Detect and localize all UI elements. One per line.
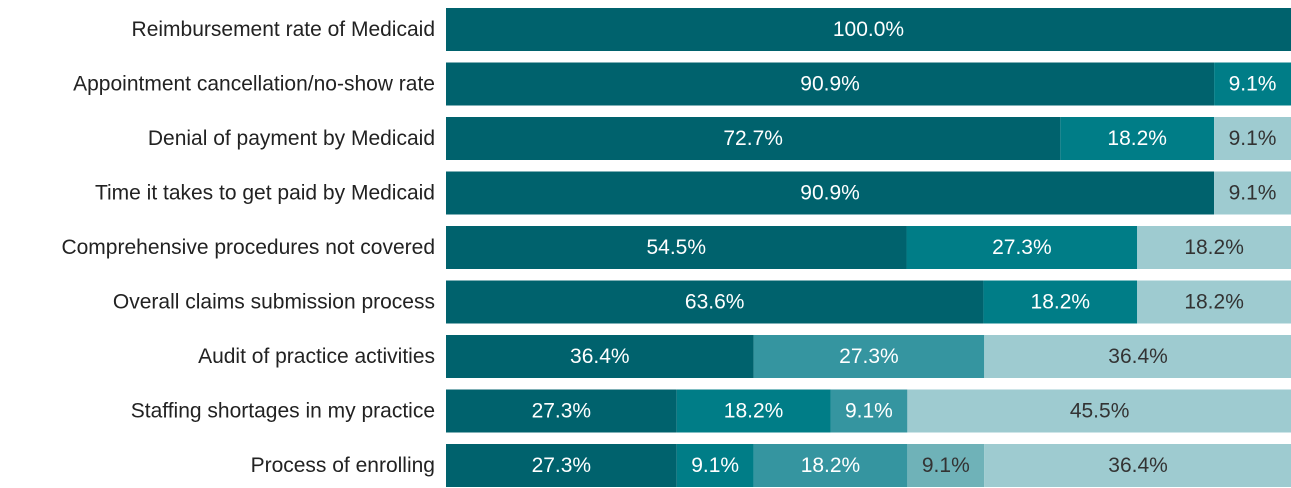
value-label: 63.6%	[685, 291, 745, 314]
value-label: 18.2%	[1184, 236, 1244, 259]
bar-segment	[753, 444, 908, 487]
bar-segment	[446, 444, 677, 487]
value-label: 9.1%	[1229, 73, 1277, 96]
bar-segment	[907, 389, 1291, 433]
value-label: 9.1%	[845, 400, 893, 423]
bar-segment	[446, 62, 1215, 106]
value-label: 18.2%	[1184, 291, 1244, 314]
bar-segment	[1137, 280, 1291, 324]
value-label: 100.0%	[833, 18, 904, 41]
bar-segment	[1214, 171, 1291, 215]
value-label: 36.4%	[1108, 345, 1168, 368]
value-label: 27.3%	[992, 236, 1052, 259]
category-label: Reimbursement rate of Medicaid	[132, 18, 435, 41]
category-label: Staffing shortages in my practice	[131, 400, 435, 423]
category-label: Audit of practice activities	[198, 345, 435, 368]
category-label: Time it takes to get paid by Medicaid	[95, 182, 435, 205]
value-label: 54.5%	[646, 236, 706, 259]
bar-segment	[446, 389, 677, 433]
value-label: 27.3%	[839, 345, 899, 368]
value-label: 9.1%	[922, 454, 970, 477]
value-label: 90.9%	[800, 182, 860, 205]
category-label: Appointment cancellation/no-show rate	[73, 73, 435, 96]
bar-segment	[1060, 117, 1215, 160]
bar-segment	[446, 280, 984, 324]
value-label: 18.2%	[1107, 127, 1167, 150]
bar-segment	[984, 335, 1291, 378]
bar-segment	[753, 335, 985, 378]
bar-segment	[1214, 62, 1291, 106]
value-label: 9.1%	[1229, 182, 1277, 205]
bar-segment	[676, 389, 831, 433]
category-label: Process of enrolling	[251, 454, 435, 477]
bar-segment	[446, 117, 1061, 160]
bar-segment	[676, 444, 754, 487]
value-label: 18.2%	[801, 454, 861, 477]
value-label: 9.1%	[691, 454, 739, 477]
bar-segment	[446, 226, 907, 269]
bar-segment	[1137, 226, 1291, 269]
bar-segment	[907, 444, 985, 487]
category-label: Denial of payment by Medicaid	[148, 127, 435, 150]
value-label: 27.3%	[532, 454, 592, 477]
category-label: Overall claims submission process	[113, 291, 435, 314]
value-label: 36.4%	[1108, 454, 1168, 477]
category-label: Comprehensive procedures not covered	[61, 236, 435, 259]
bar-segment	[446, 335, 754, 378]
value-label: 36.4%	[570, 345, 630, 368]
value-label: 72.7%	[723, 127, 783, 150]
value-label: 18.2%	[724, 400, 784, 423]
bar-segment	[830, 389, 908, 433]
value-label: 27.3%	[532, 400, 592, 423]
bar-segment	[983, 280, 1138, 324]
value-label: 9.1%	[1229, 127, 1277, 150]
bar-segment	[446, 8, 1291, 51]
bar-segment	[906, 226, 1138, 269]
bar-segment	[984, 444, 1291, 487]
bar-segment	[446, 171, 1215, 215]
value-label: 90.9%	[800, 73, 860, 96]
value-label: 18.2%	[1031, 291, 1091, 314]
bar-segment	[1214, 117, 1291, 160]
value-label: 45.5%	[1070, 400, 1130, 423]
